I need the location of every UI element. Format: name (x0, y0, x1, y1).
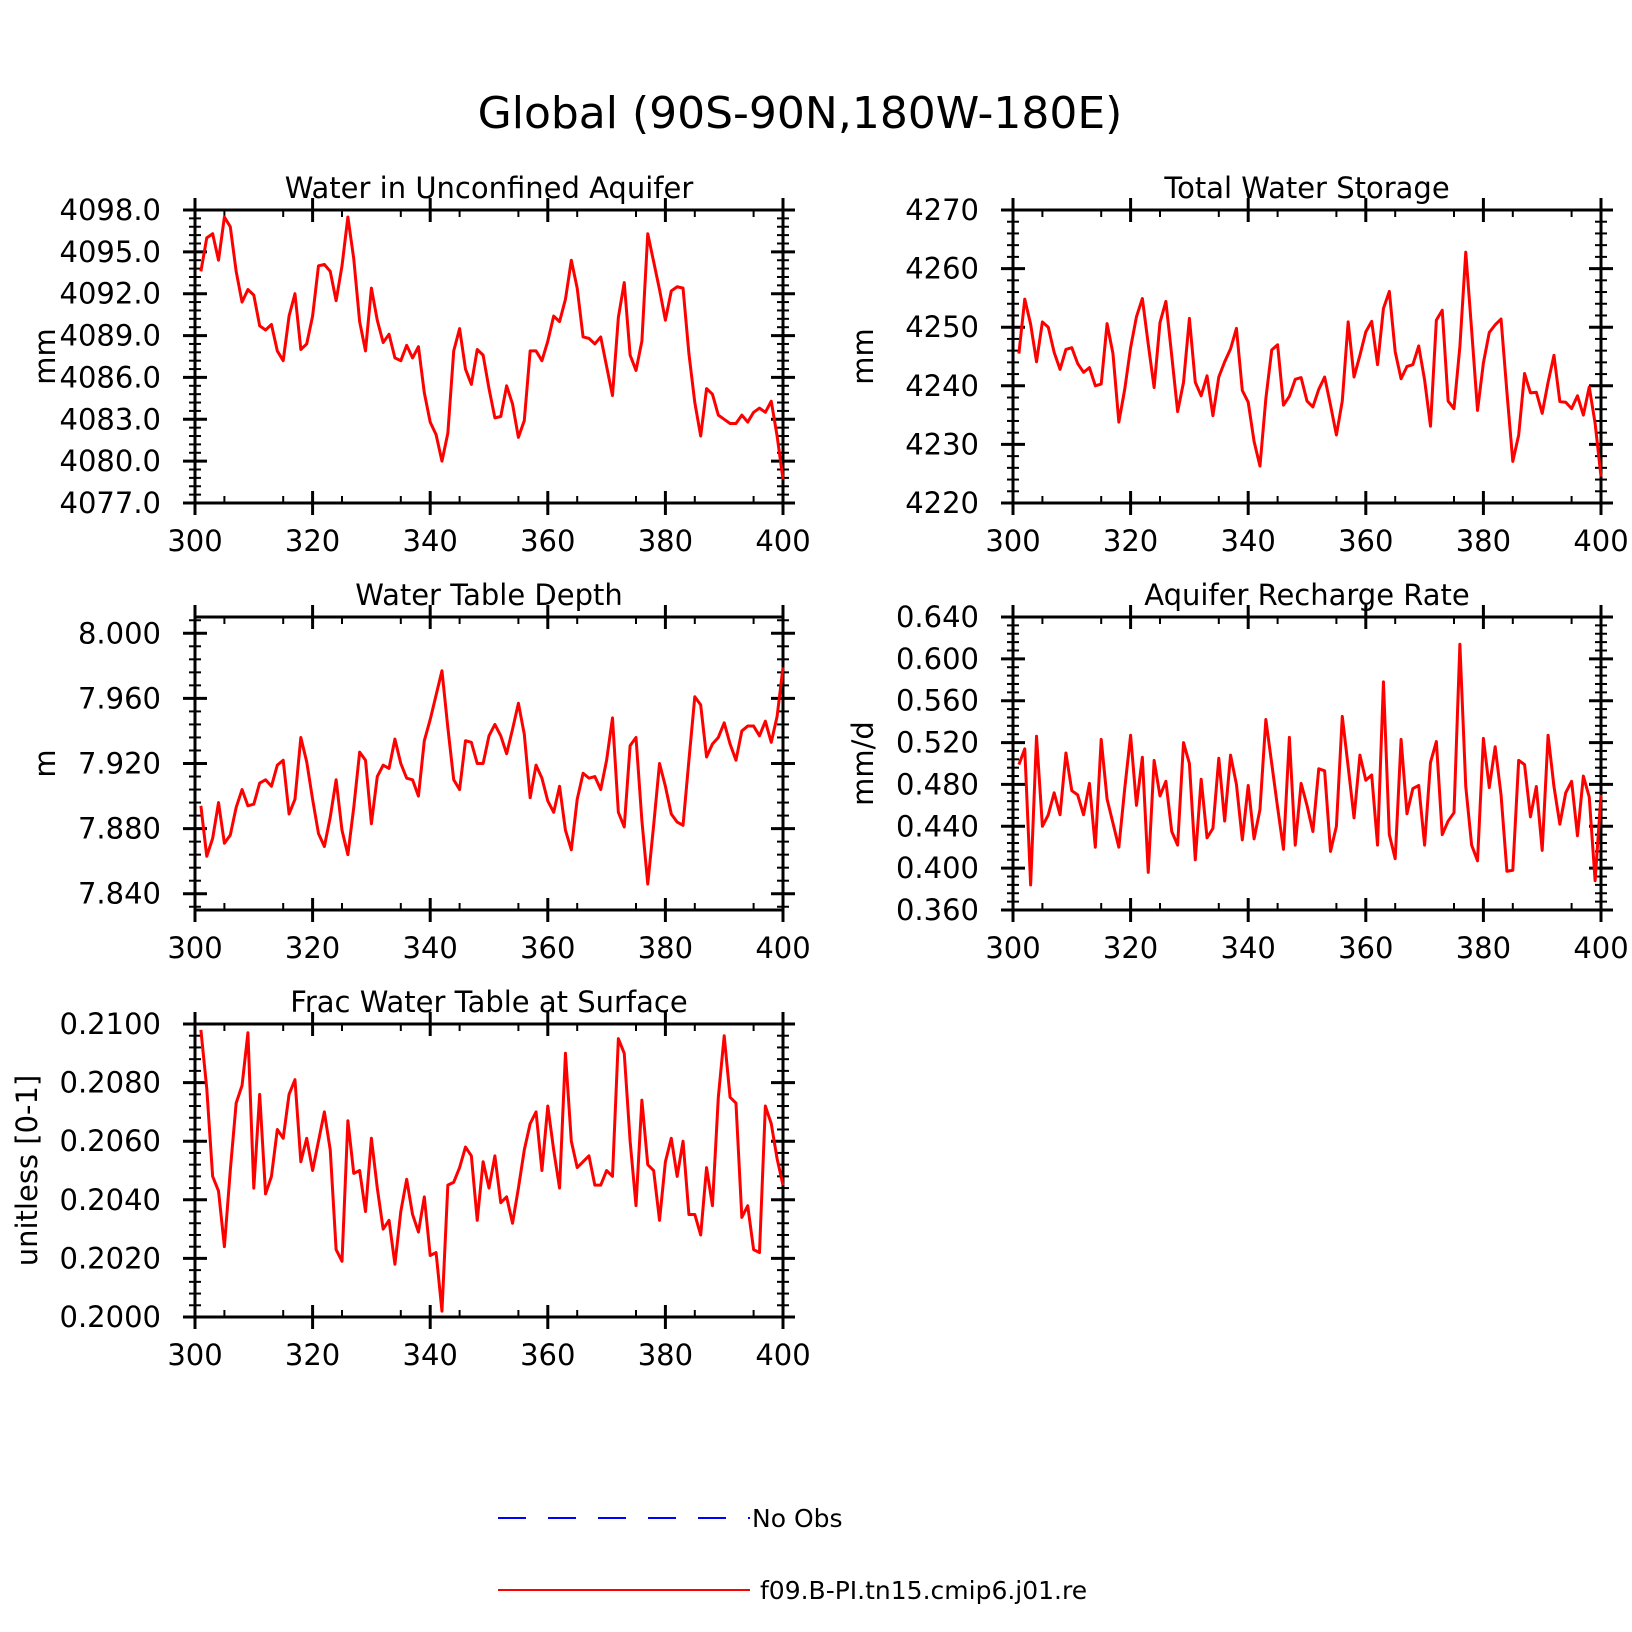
x-tick-label: 380 (638, 1338, 693, 1372)
y-tick-label: 0.2040 (60, 1183, 161, 1217)
plot-frame (193, 1022, 785, 1319)
x-tick-label: 300 (985, 524, 1040, 558)
panel-frac-water-table: Frac Water Table at Surface 300 320 340 360 3… (10, 985, 811, 1372)
series-line (199, 1029, 785, 1313)
series-line (1017, 250, 1603, 477)
panel-aquifer-recharge-rate: Aquifer Recharge Rate 300 320 340 360 380 400 0… (846, 578, 1629, 965)
y-tick-label: 4260 (905, 252, 979, 286)
y-tick-label: 0.440 (896, 809, 979, 843)
panel-title: Frac Water Table at Surface (290, 985, 687, 1019)
x-tick-label: 340 (1221, 931, 1276, 965)
y-tick-label: 7.920 (78, 747, 161, 781)
y-tick-label: 4089.0 (60, 319, 161, 353)
y-tick-label: 7.960 (78, 681, 161, 715)
y-tick-label: 0.360 (896, 893, 979, 927)
panel-title: Total Water Storage (1163, 171, 1449, 205)
y-tick-label: 0.2100 (60, 1007, 161, 1041)
x-tick-label: 340 (403, 1338, 458, 1372)
y-tick-label: 4095.0 (60, 235, 161, 269)
y-tick-label: 8.000 (78, 616, 161, 650)
y-tick-label: 4086.0 (60, 360, 161, 394)
x-tick-label: 380 (638, 524, 693, 558)
y-tick-label: 4077.0 (60, 486, 161, 520)
x-tick-label: 400 (755, 931, 810, 965)
x-tick-label: 320 (1103, 524, 1158, 558)
y-tick-label: 0.480 (896, 767, 979, 801)
x-tick-label: 340 (1221, 524, 1276, 558)
x-tick-label: 360 (520, 931, 575, 965)
y-tick-label: 7.880 (78, 812, 161, 846)
y-tick-label: 4220 (905, 486, 979, 520)
panel-title: Water Table Depth (355, 578, 623, 612)
x-tick-label: 320 (285, 1338, 340, 1372)
x-tick-label: 360 (520, 1338, 575, 1372)
legend-label-model: f09.B-PI.tn15.cmip6.j01.re (760, 1576, 1087, 1605)
plot-frame (1011, 615, 1603, 912)
x-tick-label: 300 (985, 931, 1040, 965)
y-axis-label: mm (846, 328, 880, 385)
x-tick-label: 300 (167, 931, 222, 965)
legend: No Obs f09.B-PI.tn15.cmip6.j01.re (498, 1504, 1087, 1605)
x-tick-label: 320 (285, 524, 340, 558)
y-tick-label: 0.600 (896, 642, 979, 676)
x-tick-label: 300 (167, 524, 222, 558)
series-line (1017, 642, 1603, 887)
panel-total-water-storage: Total Water Storage 300 320 340 360 380 400 422… (846, 171, 1629, 558)
y-axis-label: mm (28, 328, 62, 385)
y-tick-label: 0.2080 (60, 1066, 161, 1100)
x-tick-label: 380 (1456, 524, 1511, 558)
x-tick-label: 320 (285, 931, 340, 965)
panel-water-table-depth: Water Table Depth 300 320 340 360 380 400 7.840… (28, 578, 811, 965)
series-line (199, 667, 785, 886)
x-tick-label: 300 (167, 1338, 222, 1372)
x-tick-label: 400 (755, 524, 810, 558)
x-tick-label: 340 (403, 931, 458, 965)
y-tick-label: 0.2000 (60, 1300, 161, 1334)
panel-title: Aquifer Recharge Rate (1144, 578, 1470, 612)
x-tick-label: 400 (755, 1338, 810, 1372)
x-tick-label: 360 (1338, 931, 1393, 965)
plot-frame (193, 208, 785, 505)
y-axis-label: m (28, 749, 62, 777)
y-tick-label: 4230 (905, 427, 979, 461)
x-tick-label: 380 (638, 931, 693, 965)
panel-title: Water in Unconfined Aquifer (285, 171, 694, 205)
y-tick-label: 4098.0 (60, 193, 161, 227)
y-tick-label: 0.560 (896, 684, 979, 718)
y-tick-label: 0.400 (896, 851, 979, 885)
plot-frame (1011, 208, 1603, 505)
y-tick-label: 4080.0 (60, 444, 161, 478)
y-tick-label: 4240 (905, 369, 979, 403)
y-tick-label: 0.2020 (60, 1241, 161, 1275)
y-tick-label: 4083.0 (60, 402, 161, 436)
y-tick-label: 4092.0 (60, 277, 161, 311)
legend-label-no-obs: No Obs (752, 1504, 843, 1533)
x-tick-label: 380 (1456, 931, 1511, 965)
y-tick-label: 0.520 (896, 726, 979, 760)
y-tick-label: 0.2060 (60, 1124, 161, 1158)
page-title: Global (90S-90N,180W-180E) (478, 88, 1123, 139)
x-tick-label: 360 (520, 524, 575, 558)
x-tick-label: 400 (1573, 931, 1628, 965)
x-tick-label: 400 (1573, 524, 1628, 558)
panel-aquifer-water: Water in Unconfined Aquifer 300 320 340 360 3… (28, 171, 811, 558)
series-line (199, 215, 785, 480)
y-axis-label: unitless [0-1] (10, 1075, 44, 1267)
y-tick-label: 4270 (905, 193, 979, 227)
y-axis-label: mm/d (846, 721, 880, 806)
y-tick-label: 7.840 (78, 877, 161, 911)
x-tick-label: 360 (1338, 524, 1393, 558)
y-tick-label: 4250 (905, 310, 979, 344)
x-tick-label: 340 (403, 524, 458, 558)
x-tick-label: 320 (1103, 931, 1158, 965)
y-tick-label: 0.640 (896, 600, 979, 634)
